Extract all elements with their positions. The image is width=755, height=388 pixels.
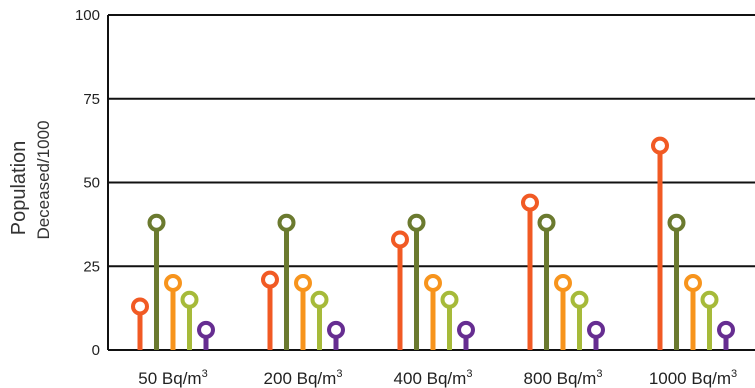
- lollipop: [164, 274, 182, 350]
- x-category-label-sup: 3: [336, 368, 342, 380]
- lollipop-head: [424, 274, 442, 292]
- lollipop: [521, 193, 539, 350]
- lollipop-head: [147, 213, 166, 232]
- y-tick-label: 75: [83, 91, 100, 108]
- x-category-label: 400 Bq/m3: [394, 368, 473, 388]
- lollipop-head: [457, 320, 475, 339]
- lollipop-head: [521, 193, 539, 212]
- y-tick-label: 100: [75, 7, 100, 24]
- lollipop-head: [294, 274, 312, 292]
- y-axis-label: Population Deceased/1000: [8, 120, 53, 239]
- lollipop: [700, 290, 719, 350]
- x-category-label-text: 200 Bq/m: [264, 369, 337, 388]
- lollipop: [554, 274, 572, 350]
- lollipop: [327, 320, 345, 350]
- y-axis-label-line2: Deceased/1000: [34, 120, 53, 239]
- lollipop-head: [131, 297, 149, 316]
- lollipop: [277, 213, 296, 350]
- lollipop: [651, 136, 669, 350]
- lollipop: [310, 290, 329, 350]
- lollipop: [457, 320, 475, 350]
- x-category-label-sup: 3: [731, 368, 737, 380]
- x-category-label-sup: 3: [202, 368, 208, 380]
- lollipop: [131, 297, 149, 350]
- lollipop: [717, 320, 735, 350]
- lollipop: [261, 270, 279, 350]
- gridlines: [107, 14, 755, 351]
- lollipop: [180, 290, 199, 350]
- lollipop-head: [700, 290, 719, 309]
- x-category-label-text: 400 Bq/m: [394, 369, 467, 388]
- x-category-label-sup: 3: [466, 368, 472, 380]
- x-category-label: 800 Bq/m3: [524, 368, 603, 388]
- y-axis-label-line1: Population: [8, 141, 30, 236]
- lollipop: [537, 213, 556, 350]
- lollipop-head: [717, 320, 735, 339]
- lollipop-head: [261, 270, 279, 289]
- lollipop-head: [277, 213, 296, 232]
- lollipop-head: [197, 320, 215, 339]
- lollipop-head: [554, 274, 572, 292]
- lollipop: [684, 274, 702, 350]
- lollipop: [570, 290, 589, 350]
- lollipop-head: [587, 320, 605, 339]
- x-category-label-text: 800 Bq/m: [524, 369, 597, 388]
- lollipop-marks: [131, 136, 735, 350]
- lollipop-head: [651, 136, 669, 155]
- lollipop-head: [391, 230, 409, 249]
- lollipop-head: [667, 213, 686, 232]
- lollipop-head: [407, 213, 426, 232]
- lollipop: [667, 213, 686, 350]
- lollipop: [197, 320, 215, 350]
- lollipop-head: [440, 290, 459, 309]
- lollipop: [391, 230, 409, 350]
- x-category-label-text: 50 Bq/m: [138, 369, 201, 388]
- lollipop: [407, 213, 426, 350]
- x-category-label: 50 Bq/m3: [138, 368, 207, 388]
- lollipop-head: [570, 290, 589, 309]
- lollipop-head: [684, 274, 702, 292]
- y-tick-labels: 0 25 50 75 100: [75, 7, 100, 359]
- y-tick-label: 25: [83, 258, 100, 275]
- lollipop: [440, 290, 459, 350]
- lollipop-head: [164, 274, 182, 292]
- lollipop-head: [327, 320, 345, 339]
- x-category-label-sup: 3: [596, 368, 602, 380]
- lollipop: [294, 274, 312, 350]
- lollipop-head: [180, 290, 199, 309]
- x-category-label: 1000 Bq/m3: [649, 368, 737, 388]
- y-tick-label: 0: [92, 342, 100, 359]
- x-category-labels: 50 Bq/m3 200 Bq/m3 400 Bq/m3 800 Bq/m3 1000 …: [138, 368, 737, 388]
- lollipop: [587, 320, 605, 350]
- lollipop-head: [537, 213, 556, 232]
- y-tick-label: 50: [83, 175, 100, 192]
- lollipop: [147, 213, 166, 350]
- x-category-label: 200 Bq/m3: [264, 368, 343, 388]
- x-category-label-text: 1000 Bq/m: [649, 369, 731, 388]
- lollipop-head: [310, 290, 329, 309]
- lollipop: [424, 274, 442, 350]
